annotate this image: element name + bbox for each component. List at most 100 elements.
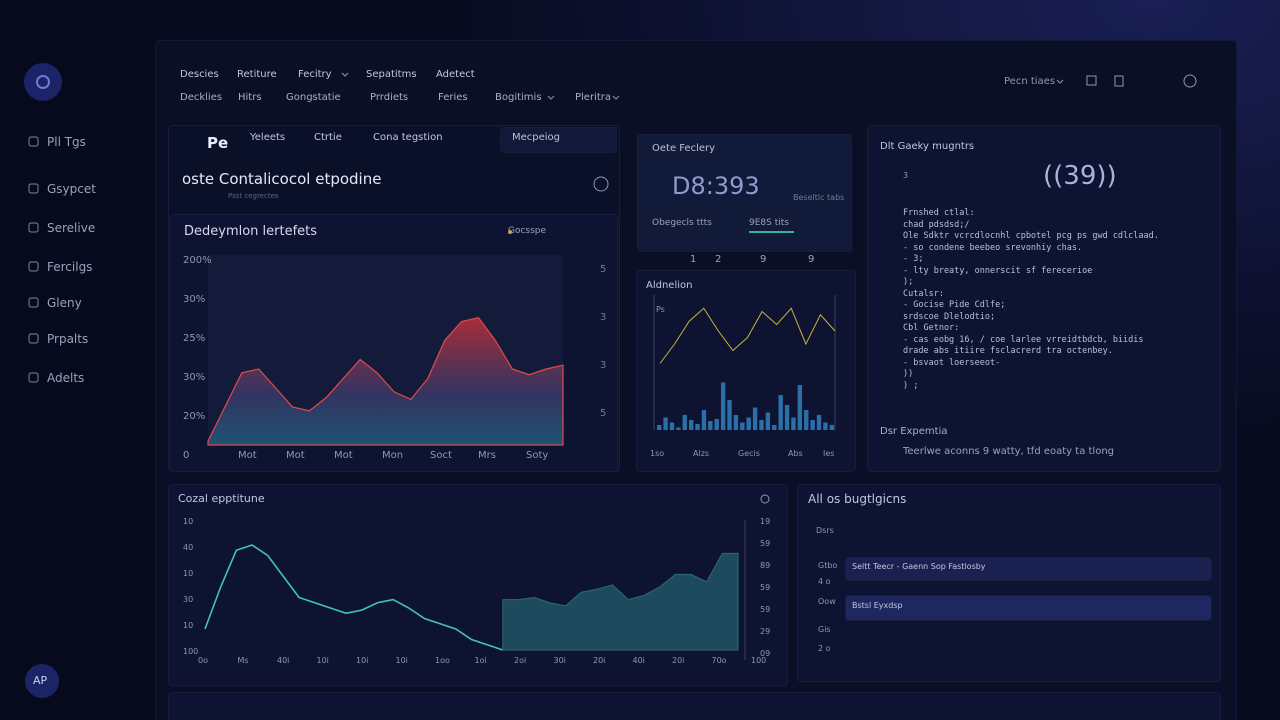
area bbox=[207, 317, 564, 446]
x-axis-label: Alzs bbox=[693, 449, 710, 458]
bar bbox=[823, 422, 828, 430]
list-row[interactable]: Bstsl Eyxdsp bbox=[852, 601, 903, 610]
bar bbox=[682, 415, 687, 430]
icon[interactable] bbox=[1086, 75, 1097, 86]
x-axis-label: Mot bbox=[238, 450, 257, 461]
y-axis-label: 40 bbox=[183, 543, 194, 552]
x-axis-label: Mrs bbox=[478, 450, 496, 461]
nav-icon bbox=[28, 183, 39, 194]
settings-icon[interactable] bbox=[593, 176, 609, 192]
top-nav-link[interactable]: Gongstatie bbox=[286, 92, 341, 103]
top-nav-link[interactable]: Hitrs bbox=[238, 92, 262, 103]
top-nav-link[interactable]: Fecitry bbox=[298, 69, 332, 80]
nav-item[interactable]: Gleny bbox=[47, 296, 82, 310]
stat-link[interactable]: 9E8S tits bbox=[749, 218, 789, 228]
profile-icon[interactable] bbox=[1183, 74, 1197, 88]
bar bbox=[746, 417, 751, 430]
y-axis-label: 59 bbox=[760, 583, 771, 592]
code-line: - so condene beebeo srevonhiy chas. bbox=[903, 242, 1083, 253]
y-axis-label: 19 bbox=[760, 517, 771, 526]
bar bbox=[791, 417, 796, 430]
nav-icon bbox=[28, 372, 39, 383]
y-axis-label: 09 bbox=[760, 649, 771, 658]
account-menu[interactable]: Pecn tiaes bbox=[1004, 76, 1056, 87]
tab[interactable]: Cona tegstion bbox=[373, 132, 443, 143]
code-line: srdscoe Dlelodtio; bbox=[903, 311, 996, 322]
nav-item[interactable]: Prpalts bbox=[47, 332, 89, 346]
y-axis-label: 5 bbox=[600, 408, 607, 419]
y-axis-label: 10 bbox=[183, 517, 194, 526]
x-axis-label: Mot bbox=[334, 450, 353, 461]
tab[interactable]: Yeleets bbox=[250, 132, 286, 143]
card-title: All os bugtlgicns bbox=[808, 492, 907, 506]
dropdown-chevron bbox=[1056, 79, 1064, 84]
footer-title: Dsr Expemtia bbox=[880, 426, 948, 437]
list-row[interactable]: Seltt Teecr - Gaenn Sop Fastlosby bbox=[852, 562, 986, 571]
code-line: Frnshed ctlal: bbox=[903, 208, 975, 218]
tab[interactable]: Ctrtie bbox=[314, 132, 342, 143]
x-axis-label: 40i bbox=[277, 656, 290, 665]
stat-link[interactable]: Obegecls ttts bbox=[652, 218, 712, 228]
code-line: - cas eobg 16, / coe larlee vrreidtbdcb,… bbox=[903, 334, 1144, 345]
chart-legend: Gocsspe bbox=[508, 226, 547, 236]
list-row-bg bbox=[845, 557, 1212, 581]
top-nav-link[interactable]: Prrdiets bbox=[370, 92, 409, 103]
dropdown[interactable]: Mecpeiog bbox=[512, 132, 561, 143]
list-label: Oow bbox=[818, 597, 836, 606]
top-nav-link[interactable]: Retiture bbox=[237, 69, 277, 80]
x-axis-label: 10i bbox=[356, 656, 369, 665]
chart-title: Aldnelion bbox=[646, 280, 693, 291]
avatar[interactable] bbox=[25, 664, 59, 698]
x-axis-label: Ms bbox=[237, 656, 249, 665]
y-axis-label: 10 bbox=[183, 621, 194, 630]
tab[interactable]: Pe bbox=[207, 134, 229, 152]
nav-item[interactable]: Fercilgs bbox=[47, 260, 93, 274]
nav-item[interactable]: Gsypcet bbox=[47, 182, 96, 196]
x-axis-label: Mon bbox=[382, 450, 404, 461]
x-axis-label: Abs bbox=[788, 449, 803, 458]
top-nav-link[interactable]: Decklies bbox=[180, 92, 223, 103]
dropdown-chevron bbox=[612, 95, 620, 100]
list-card bbox=[797, 484, 1221, 682]
bar bbox=[733, 415, 739, 430]
top-nav-link[interactable]: Adetect bbox=[436, 69, 475, 80]
top-nav-link[interactable]: Feries bbox=[438, 92, 468, 103]
bar bbox=[784, 405, 790, 430]
x-axis-label: 10i bbox=[316, 656, 329, 665]
bar bbox=[714, 419, 719, 430]
bar bbox=[663, 417, 668, 430]
top-nav-link[interactable]: Sepatitms bbox=[366, 69, 417, 80]
nav-item[interactable]: Serelive bbox=[47, 221, 96, 235]
legend-swatch bbox=[508, 230, 512, 234]
dropdown-box[interactable] bbox=[500, 127, 617, 153]
stat-value: D8:393 bbox=[672, 172, 760, 200]
code-line: Cutalsr: bbox=[903, 288, 944, 299]
x-axis-label: 20i bbox=[672, 656, 685, 665]
y-axis-label: 30% bbox=[183, 294, 206, 305]
bar bbox=[740, 422, 745, 430]
code-line: drade abs itiire fsclacrerd tra octenbey… bbox=[903, 346, 1113, 356]
bar bbox=[765, 412, 771, 430]
nav-icon bbox=[28, 333, 39, 344]
top-nav-link[interactable]: Bogitimis bbox=[495, 92, 542, 103]
bar bbox=[657, 425, 662, 430]
dropdown-chevron bbox=[547, 95, 555, 100]
x-axis-label: 10i bbox=[395, 656, 408, 665]
x-axis-label: Soty bbox=[526, 450, 549, 461]
icon[interactable] bbox=[1114, 75, 1124, 87]
logo[interactable] bbox=[24, 63, 62, 101]
top-nav-link[interactable]: Pleritra bbox=[575, 92, 612, 103]
list-label: Gtbo bbox=[818, 561, 838, 570]
bar bbox=[688, 420, 694, 430]
nav-item[interactable]: Adelts bbox=[47, 371, 85, 385]
bar bbox=[816, 415, 822, 430]
top-nav-link[interactable]: Descies bbox=[180, 69, 219, 80]
stat-title: Oete Feclery bbox=[652, 143, 716, 154]
x-axis-label: 1oi bbox=[474, 656, 487, 665]
x-axis-label: 0o bbox=[198, 656, 208, 665]
x-axis-label: 40i bbox=[632, 656, 645, 665]
refresh-icon[interactable] bbox=[760, 494, 770, 504]
x-axis-label: 70o bbox=[711, 656, 727, 665]
nav-item[interactable]: Pll Tgs bbox=[47, 135, 86, 149]
